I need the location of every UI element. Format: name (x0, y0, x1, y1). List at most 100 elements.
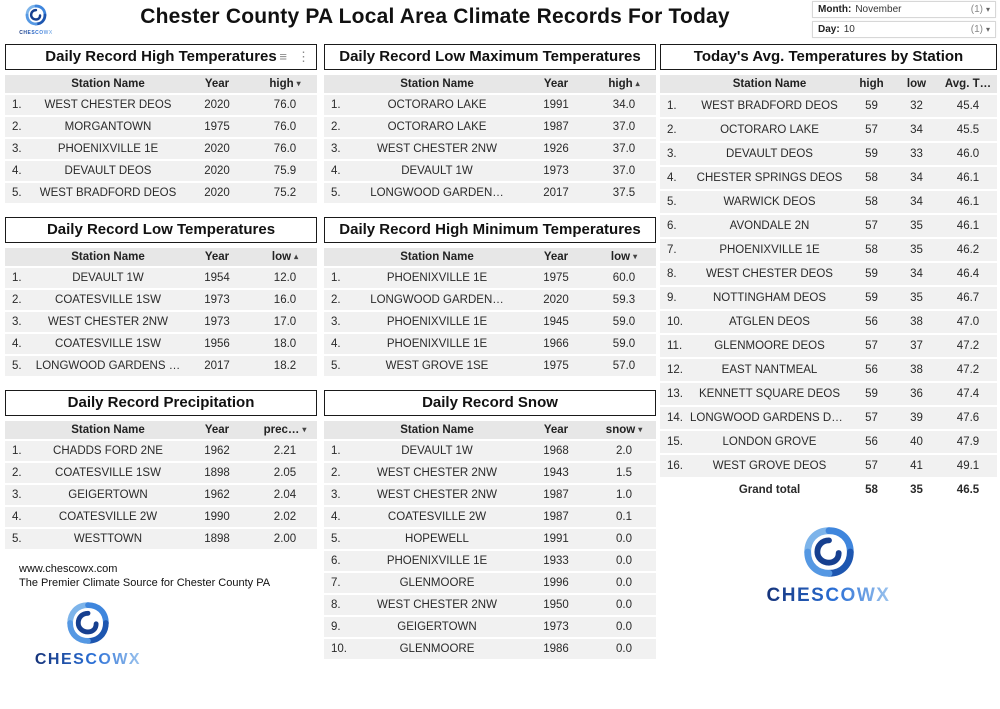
table-cell: 2020 (181, 138, 253, 161)
table-cell: 4. (324, 333, 354, 356)
table-cell: WEST CHESTER 2NW (35, 311, 181, 334)
column-header-station-name[interactable]: Station Name (354, 421, 520, 441)
table-cell: 47.6 (939, 406, 997, 431)
column-header-year[interactable]: Year (520, 248, 592, 268)
column-header-year[interactable]: Year (181, 75, 253, 95)
sort-arrow-icon: ▾ (302, 425, 307, 435)
table-row: 3. WEST CHESTER 2NW 1926 37.0 (324, 138, 656, 161)
website-link[interactable]: www.chescowx.com (19, 563, 118, 575)
chevron-down-icon[interactable]: ▾ (985, 5, 990, 14)
month-filter-count: (1) (970, 4, 983, 15)
column-header-year[interactable]: Year (520, 421, 592, 441)
menu-icon[interactable]: ≡ (279, 49, 287, 64)
table-cell: 37.0 (592, 160, 656, 183)
table-cell: 1973 (520, 160, 592, 183)
column-header-avg-t[interactable]: Avg. T… (939, 75, 997, 95)
column-header-high[interactable]: high ▴ (592, 75, 656, 95)
chescowx-logo-left: CHESCOWX (23, 597, 153, 669)
table-cell: 1966 (520, 333, 592, 356)
column-header-year[interactable]: Year (181, 248, 253, 268)
column-header-index[interactable] (5, 248, 35, 268)
table-header-row: Station Name Year high ▴ (324, 75, 656, 95)
table-cell: 2.21 (253, 440, 317, 463)
table-cell: 1. (324, 440, 354, 463)
table-cell: 2020 (181, 160, 253, 183)
column-header-index[interactable] (5, 75, 35, 95)
table-cell: WEST GROVE DEOS (690, 454, 849, 479)
column-header-station-name[interactable]: Station Name (354, 75, 520, 95)
column-header-year[interactable]: Year (520, 75, 592, 95)
table-row: 6. PHOENIXVILLE 1E 1933 0.0 (324, 550, 656, 573)
table-header-row: Station Name Year low ▾ (324, 248, 656, 268)
sort-arrow-icon: ▾ (296, 79, 301, 89)
table-cell: 1973 (181, 289, 253, 312)
section-title-text: Daily Record High Temperatures (45, 48, 277, 65)
table-cell: WEST CHESTER 2NW (354, 138, 520, 161)
table-row: 5. WESTTOWN 1898 2.00 (5, 528, 317, 551)
column-header-high[interactable]: high (849, 75, 894, 95)
table-row: 1. CHADDS FORD 2NE 1962 2.21 (5, 440, 317, 463)
table-row: 9. GEIGERTOWN 1973 0.0 (324, 616, 656, 639)
table-cell: 46.4 (939, 262, 997, 287)
column-header-index[interactable] (324, 421, 354, 441)
table-cell: OCTORARO LAKE (690, 118, 849, 143)
hurricane-swirl-icon (803, 527, 854, 577)
table-cell: 35 (894, 478, 939, 503)
chevron-down-icon[interactable]: ▾ (985, 25, 990, 34)
month-filter[interactable]: Month: November (1) ▾ (812, 1, 996, 18)
hurricane-swirl-icon (67, 601, 109, 644)
record-precip-table: Station Name Year prec… ▾ 1. CHADDS FORD 2NE 1… (5, 421, 317, 551)
table-cell: 46.2 (939, 238, 997, 263)
more-options-icon[interactable]: ⋮ (297, 49, 310, 64)
table-cell: 2017 (181, 355, 253, 378)
table-row: 3. PHOENIXVILLE 1E 1945 59.0 (324, 311, 656, 334)
table-cell: 1975 (520, 355, 592, 378)
column-header-high[interactable]: high ▾ (253, 75, 317, 95)
section-title-text: Daily Record High Minimum Temperatures (339, 221, 641, 238)
sort-arrow-icon: ▾ (633, 252, 638, 262)
table-cell: 33 (894, 142, 939, 167)
table-row: 4. COATESVILLE 2W 1990 2.02 (5, 506, 317, 529)
column-header-snow[interactable]: snow ▾ (592, 421, 656, 441)
table-cell: 45.4 (939, 94, 997, 119)
table-cell: 16.0 (253, 289, 317, 312)
table-cell: 37.5 (592, 182, 656, 205)
table-cell: 4. (324, 160, 354, 183)
column-header-station-name[interactable]: Station Name (35, 248, 181, 268)
column-header-station-name[interactable]: Station Name (35, 75, 181, 95)
record-high-min-block: Daily Record High Minimum Temperatures S… (324, 217, 656, 378)
column-header-station-name[interactable]: Station Name (354, 248, 520, 268)
table-cell: MORGANTOWN (35, 116, 181, 139)
table-cell: 57 (849, 454, 894, 479)
column-header-station-name[interactable]: Station Name (690, 75, 849, 95)
day-filter[interactable]: Day: 10 (1) ▾ (812, 21, 996, 38)
column-header-index[interactable] (324, 248, 354, 268)
table-cell: AVONDALE 2N (690, 214, 849, 239)
table-row: 10. ATGLEN DEOS 56 38 47.0 (660, 310, 997, 335)
column-header-station-name[interactable]: Station Name (35, 421, 181, 441)
table-cell: 59.0 (592, 333, 656, 356)
table-cell: 1. (660, 94, 690, 119)
table-cell: 8. (660, 262, 690, 287)
column-header-index[interactable] (324, 75, 354, 95)
table-cell: 1.5 (592, 462, 656, 485)
month-filter-label: Month: (818, 4, 852, 15)
column-header-low[interactable]: low (894, 75, 939, 95)
column-header-index[interactable] (660, 75, 690, 95)
table-cell: 56 (849, 310, 894, 335)
column-header-prec[interactable]: prec… ▾ (253, 421, 317, 441)
table-cell: Grand total (690, 478, 849, 503)
column-header-low[interactable]: low ▴ (253, 248, 317, 268)
table-cell: GLENMOORE (354, 638, 520, 661)
column-header-index[interactable] (5, 421, 35, 441)
table-cell: 32 (894, 94, 939, 119)
table-cell: 3. (5, 484, 35, 507)
column-header-year[interactable]: Year (181, 421, 253, 441)
table-cell: 34 (894, 190, 939, 215)
column-header-low[interactable]: low ▾ (592, 248, 656, 268)
table-cell: HOPEWELL (354, 528, 520, 551)
table-row: 1. WEST CHESTER DEOS 2020 76.0 (5, 94, 317, 117)
table-row: 2. OCTORARO LAKE 57 34 45.5 (660, 118, 997, 143)
table-cell: LONGWOOD GARDEN… (354, 289, 520, 312)
table-cell: NOTTINGHAM DEOS (690, 286, 849, 311)
